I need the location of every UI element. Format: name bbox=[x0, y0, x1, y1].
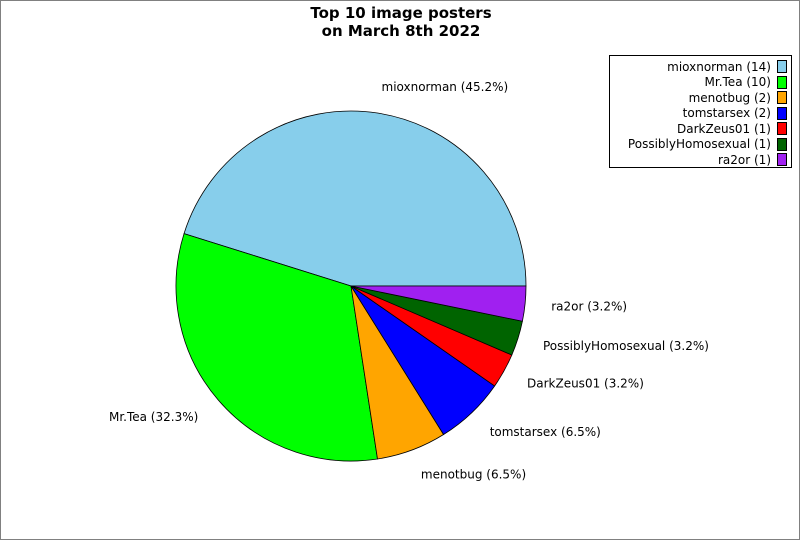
pie-label-darkzeus01: DarkZeus01 (3.2%) bbox=[527, 377, 644, 391]
pie-label-mr-tea: Mr.Tea (32.3%) bbox=[109, 410, 198, 424]
legend-entry-mr-tea: Mr.Tea (10) bbox=[614, 75, 787, 91]
legend-label: PossiblyHomosexual (1) bbox=[627, 137, 771, 152]
pie-slice-labels: mioxnorman (45.2%) Mr.Tea (32.3%) menotbug… bbox=[109, 80, 709, 482]
legend-label: tomstarsex (2) bbox=[682, 106, 771, 121]
legend-entry-darkzeus01: DarkZeus01 (1) bbox=[614, 121, 787, 137]
pie-label-mioxnorman: mioxnorman (45.2%) bbox=[382, 80, 509, 94]
pie-label-ra2or: ra2or (3.2%) bbox=[551, 299, 627, 313]
pie-slice-mioxnorman bbox=[183, 110, 527, 287]
legend-swatch bbox=[777, 60, 787, 74]
chart-title: Top 10 image posters on March 8th 2022 bbox=[1, 4, 799, 40]
legend-entry-mioxnorman: mioxnorman (14) bbox=[614, 59, 787, 75]
legend-swatch bbox=[777, 91, 787, 105]
pie-label-tomstarsex: tomstarsex (6.5%) bbox=[490, 425, 601, 439]
legend-swatch bbox=[777, 122, 787, 136]
legend-swatch bbox=[777, 106, 787, 120]
legend-entry-ra2or: ra2or (1) bbox=[614, 152, 787, 168]
legend-label: menotbug (2) bbox=[688, 90, 771, 105]
legend-label: mioxnorman (14) bbox=[667, 59, 771, 74]
chart-legend: mioxnorman (14) Mr.Tea (10) menotbug (2) to… bbox=[609, 55, 792, 168]
pie-label-possiblyhomosexual: PossiblyHomosexual (3.2%) bbox=[543, 339, 709, 353]
chart-title-line1: Top 10 image posters bbox=[310, 4, 492, 22]
legend-entry-possiblyhomosexual: PossiblyHomosexual (1) bbox=[614, 137, 787, 153]
legend-label: Mr.Tea (10) bbox=[704, 75, 771, 90]
pie-slices bbox=[175, 110, 527, 462]
pie-slice-mr-tea bbox=[175, 233, 378, 462]
legend-label: DarkZeus01 (1) bbox=[676, 121, 771, 136]
legend-label: ra2or (1) bbox=[717, 152, 771, 167]
legend-swatch bbox=[777, 153, 787, 167]
legend-entry-menotbug: menotbug (2) bbox=[614, 90, 787, 106]
legend-entry-tomstarsex: tomstarsex (2) bbox=[614, 106, 787, 122]
pie-slice-ra2or bbox=[350, 285, 527, 322]
chart-title-line2: on March 8th 2022 bbox=[321, 22, 481, 40]
pie-label-menotbug: menotbug (6.5%) bbox=[421, 468, 526, 482]
legend-swatch bbox=[777, 75, 787, 89]
legend-swatch bbox=[777, 137, 787, 151]
